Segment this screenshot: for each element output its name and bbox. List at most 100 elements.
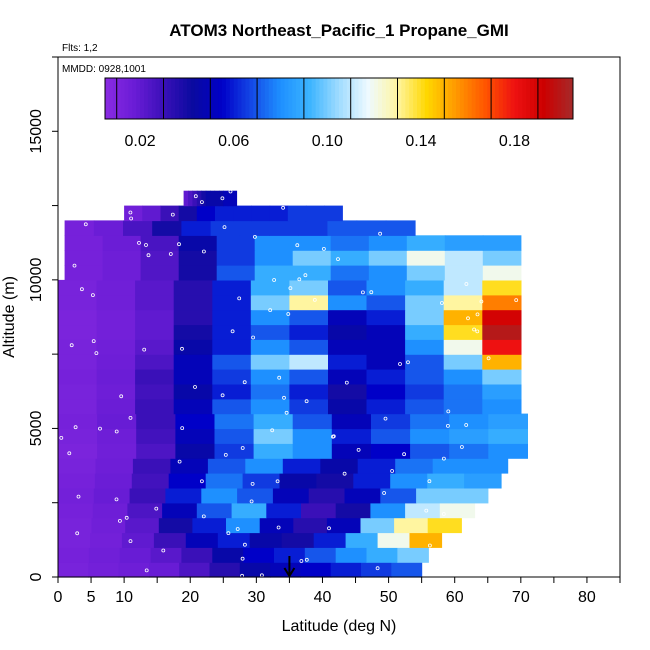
heatmap-cell bbox=[212, 324, 252, 340]
heatmap-cell bbox=[289, 294, 329, 311]
heatmap-cell bbox=[58, 458, 97, 474]
heatmap-cell bbox=[179, 562, 211, 578]
heatmap-cell bbox=[58, 562, 89, 578]
sample-point bbox=[312, 297, 317, 302]
colorbar-swatch bbox=[565, 78, 570, 119]
colorbar-swatch bbox=[229, 78, 235, 119]
heatmap-cell bbox=[245, 458, 284, 474]
heatmap-cell bbox=[282, 458, 321, 474]
heatmap-cell bbox=[58, 309, 98, 326]
sample-point bbox=[424, 508, 429, 513]
heatmap-cell bbox=[482, 309, 522, 326]
sample-point bbox=[284, 410, 289, 415]
heatmap-cell bbox=[327, 220, 358, 236]
heatmap-cell bbox=[482, 265, 522, 281]
heatmap-cell bbox=[368, 235, 408, 251]
heatmap-cell bbox=[328, 354, 368, 370]
heatmap-cell bbox=[215, 205, 234, 222]
colorbar-swatch bbox=[241, 78, 246, 119]
colorbar-swatch bbox=[401, 78, 406, 119]
colorbar-swatch bbox=[381, 78, 387, 119]
sample-point bbox=[242, 380, 247, 385]
sample-point bbox=[119, 394, 124, 399]
heatmap-cell bbox=[249, 532, 283, 548]
heatmap-cell bbox=[449, 428, 489, 444]
colorbar-swatch bbox=[261, 78, 266, 119]
colorbar-swatch bbox=[319, 78, 324, 119]
colorbar-swatch bbox=[151, 78, 157, 119]
colorbar-tick-label: 0.06 bbox=[218, 133, 249, 150]
colorbar-swatch bbox=[175, 78, 180, 119]
x-tick-label: 20 bbox=[181, 589, 199, 606]
heatmap-cell bbox=[250, 339, 290, 355]
colorbar-swatch bbox=[362, 78, 367, 119]
heatmap-cell bbox=[96, 324, 136, 340]
heatmap-cell bbox=[119, 547, 152, 563]
heatmap-cell bbox=[90, 532, 123, 548]
heatmap-cell bbox=[196, 502, 233, 519]
heatmap-cell bbox=[328, 309, 368, 326]
heatmap-cell bbox=[250, 279, 290, 296]
heatmap-cell bbox=[58, 354, 98, 370]
colorbar-swatch bbox=[194, 78, 200, 119]
heatmap-cell bbox=[482, 294, 522, 311]
colorbar-swatch bbox=[214, 78, 219, 119]
heatmap-cell bbox=[390, 473, 428, 489]
heatmap-cell bbox=[58, 502, 94, 519]
sample-point bbox=[327, 526, 331, 531]
heatmap-cell bbox=[397, 547, 429, 563]
heatmap-cell bbox=[482, 398, 522, 415]
heatmap-cell bbox=[293, 517, 328, 534]
heatmap-cell bbox=[173, 309, 213, 326]
heatmap-cell bbox=[482, 250, 522, 266]
colorbar-swatch bbox=[190, 78, 196, 119]
colorbar-swatch bbox=[253, 78, 258, 119]
heatmap-cell bbox=[328, 369, 368, 385]
heatmap-cell bbox=[93, 220, 124, 236]
heatmap-cell bbox=[212, 398, 252, 415]
colorbar-swatch bbox=[144, 78, 149, 119]
heatmap-cell bbox=[366, 324, 406, 340]
sample-point bbox=[129, 216, 134, 221]
colorbar-swatch bbox=[557, 78, 562, 119]
colorbar-swatch bbox=[366, 78, 371, 119]
heatmap-cell bbox=[162, 502, 198, 519]
heatmap-cell bbox=[102, 235, 142, 251]
heatmap-cell bbox=[371, 413, 411, 430]
sample-point bbox=[235, 527, 240, 531]
heatmap-cell bbox=[377, 532, 411, 548]
sample-point bbox=[193, 385, 197, 389]
heatmap-cell bbox=[210, 190, 216, 207]
heatmap-cell bbox=[97, 428, 137, 444]
heatmap-cell bbox=[58, 294, 98, 311]
sample-point bbox=[272, 278, 277, 282]
sample-point bbox=[128, 210, 133, 215]
heatmap-cell bbox=[449, 413, 489, 430]
colorbar-swatch bbox=[569, 78, 574, 119]
heatmap-cell bbox=[328, 383, 368, 400]
heatmap-cell bbox=[135, 369, 175, 385]
heatmap-cell bbox=[313, 532, 347, 548]
heatmap-cell bbox=[482, 339, 522, 355]
colorbar-swatch bbox=[424, 78, 430, 119]
plot-frame bbox=[57, 56, 621, 578]
heatmap-cell bbox=[175, 428, 216, 444]
sample-point bbox=[486, 356, 491, 361]
colorbar-swatch bbox=[444, 78, 449, 119]
colorbar-swatch bbox=[534, 78, 539, 119]
heatmap-cell bbox=[391, 562, 423, 578]
colorbar-swatch bbox=[331, 78, 336, 119]
heatmap-cell bbox=[237, 487, 274, 504]
heatmap-cell bbox=[482, 383, 522, 400]
colorbar-swatch bbox=[163, 78, 168, 119]
sample-point bbox=[137, 240, 141, 245]
heatmap-cell bbox=[152, 220, 182, 236]
heatmap-cell bbox=[209, 562, 241, 578]
colorbar-swatch bbox=[436, 78, 441, 119]
heatmap-cell bbox=[227, 190, 233, 207]
colorbar-swatch bbox=[463, 78, 469, 119]
heatmap-cell bbox=[58, 517, 93, 534]
sample-point bbox=[118, 519, 122, 523]
colorbar-swatch bbox=[136, 78, 141, 119]
heatmap-cell bbox=[292, 235, 332, 251]
